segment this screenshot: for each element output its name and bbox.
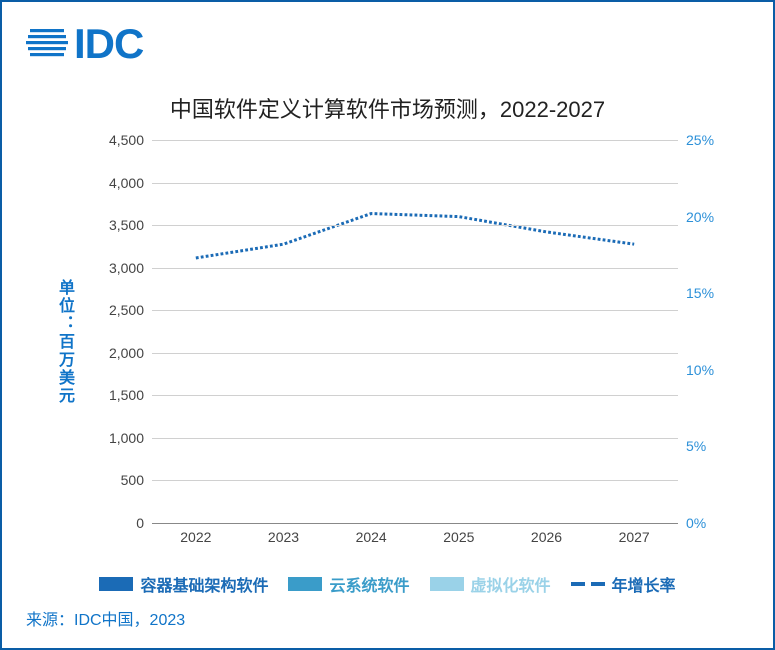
brand-globe-icon xyxy=(26,23,68,65)
chart-title: 中国软件定义计算软件市场预测，2022-2027 xyxy=(2,92,773,124)
chart-card: IDC 中国软件定义计算软件市场预测，2022-2027 单位：百万美元 050… xyxy=(0,0,775,650)
y-tick-left: 0 xyxy=(136,515,152,531)
legend-item: 虚拟化软件 xyxy=(430,572,551,596)
legend-swatch xyxy=(571,582,605,586)
y-tick-left: 4,000 xyxy=(109,175,152,191)
y-axis-left-label: 单位：百万美元 xyxy=(52,279,76,405)
legend-swatch xyxy=(99,577,133,591)
y-tick-left: 4,500 xyxy=(109,132,152,148)
y-tick-right: 20% xyxy=(678,209,714,225)
y-tick-left: 500 xyxy=(121,472,152,488)
grid-line xyxy=(152,353,678,354)
x-tick: 2023 xyxy=(268,523,299,545)
legend-label: 年增长率 xyxy=(612,572,676,596)
legend-swatch xyxy=(430,577,464,591)
legend-label: 云系统软件 xyxy=(329,572,409,596)
x-tick: 2022 xyxy=(180,523,211,545)
y-tick-right: 10% xyxy=(678,362,714,378)
legend-label: 容器基础架构软件 xyxy=(140,572,268,596)
growth-line xyxy=(152,140,678,523)
y-tick-left: 1,500 xyxy=(109,387,152,403)
brand-name: IDC xyxy=(74,20,143,68)
brand-logo: IDC xyxy=(26,20,143,68)
grid-line xyxy=(152,523,678,524)
y-tick-left: 2,000 xyxy=(109,345,152,361)
legend: 容器基础架构软件 云系统软件 虚拟化软件 年增长率 xyxy=(2,572,773,596)
grid-line xyxy=(152,183,678,184)
plot-area: 05001,0001,5002,0002,5003,0003,5004,0004… xyxy=(152,140,678,523)
chart-area: 单位：百万美元 05001,0001,5002,0002,5003,0003,5… xyxy=(42,130,733,553)
legend-item: 容器基础架构软件 xyxy=(99,572,268,596)
grid-line xyxy=(152,140,678,141)
grid-line xyxy=(152,310,678,311)
y-tick-left: 2,500 xyxy=(109,302,152,318)
grid-line xyxy=(152,480,678,481)
grid-line xyxy=(152,395,678,396)
y-tick-right: 25% xyxy=(678,132,714,148)
y-tick-left: 3,000 xyxy=(109,260,152,276)
x-tick: 2027 xyxy=(619,523,650,545)
x-tick: 2024 xyxy=(356,523,387,545)
grid-line xyxy=(152,438,678,439)
legend-item: 年增长率 xyxy=(571,572,676,596)
legend-item: 云系统软件 xyxy=(288,572,409,596)
y-tick-left: 3,500 xyxy=(109,217,152,233)
legend-label: 虚拟化软件 xyxy=(471,572,551,596)
source-text: 来源：IDC中国，2023 xyxy=(26,606,185,630)
grid-line xyxy=(152,225,678,226)
y-tick-left: 1,000 xyxy=(109,430,152,446)
y-tick-right: 0% xyxy=(678,515,706,531)
legend-swatch xyxy=(288,577,322,591)
x-tick: 2026 xyxy=(531,523,562,545)
x-tick: 2025 xyxy=(443,523,474,545)
grid-line xyxy=(152,268,678,269)
y-tick-right: 5% xyxy=(678,438,706,454)
y-tick-right: 15% xyxy=(678,285,714,301)
